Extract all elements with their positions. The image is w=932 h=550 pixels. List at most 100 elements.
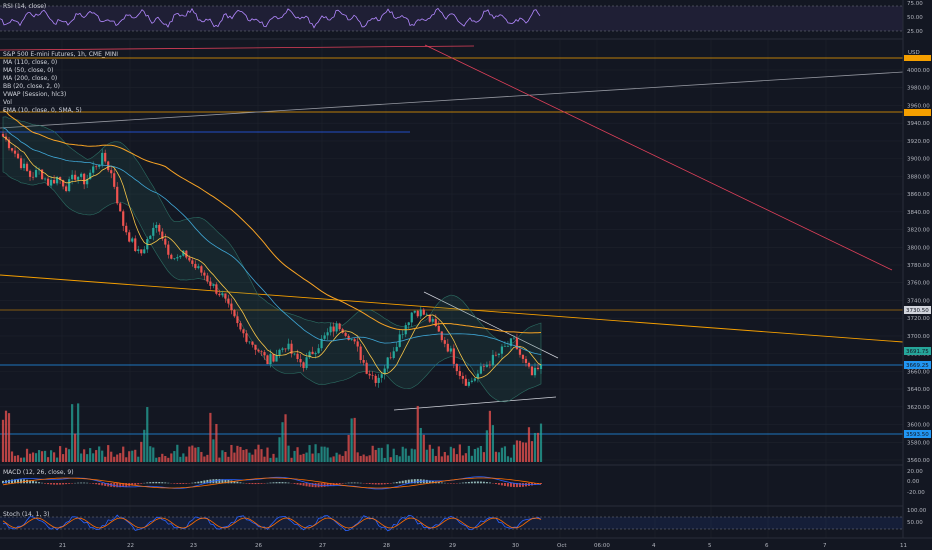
macd-signal-line — [2, 477, 542, 489]
indicator-ma110: MA (110, close, 0) — [3, 59, 57, 66]
candle-body — [22, 163, 26, 169]
volume-bar — [209, 412, 212, 462]
macd-hist-bar — [380, 483, 383, 485]
volume-bar — [242, 449, 245, 462]
macd-hist-bar — [509, 483, 512, 487]
macd-pane[interactable]: MACD (12, 26, close, 9) — [2, 469, 542, 490]
stoch-title: Stoch (14, 1, 3) — [3, 511, 49, 518]
candle-body — [440, 331, 443, 341]
candle-body — [230, 303, 233, 311]
volume-bar — [31, 452, 35, 462]
volume-bar — [83, 449, 86, 462]
price-tick-label: 3700.00 — [907, 334, 930, 340]
volume-bar — [43, 450, 47, 462]
volume-bar — [245, 449, 248, 462]
candle-body — [31, 176, 35, 178]
candle-body — [356, 341, 359, 347]
time-axis[interactable]: 21 22 23 26 27 28 29 30 Oct 06:00 4 5 6 7 11 — [0, 537, 932, 549]
candle-body — [533, 367, 537, 376]
candle-body — [413, 310, 416, 313]
stoch-pane[interactable]: Stoch (14, 1, 3) — [0, 511, 903, 532]
volume-bar — [152, 447, 155, 462]
candle-body — [476, 373, 479, 379]
volume-bar — [25, 448, 29, 462]
volume-bar — [398, 456, 401, 462]
red-diagonal-trend-line[interactable] — [424, 44, 893, 271]
channel-lower-line[interactable] — [393, 396, 557, 411]
macd-hist-bar — [215, 479, 218, 484]
macd-hist-bar — [464, 482, 467, 484]
volume-bar — [89, 448, 92, 462]
volume-bar — [341, 455, 344, 462]
candle-body — [320, 338, 323, 349]
candle-body — [344, 332, 347, 336]
macd-hist-bar — [482, 481, 485, 484]
volume-bar — [530, 441, 534, 462]
macd-hist-bar — [416, 479, 419, 484]
time-tick-label: 21 — [59, 543, 66, 549]
candle-body — [113, 173, 116, 187]
volume-bar — [110, 451, 113, 462]
volume-bar — [539, 423, 543, 462]
macd-hist-bar — [488, 482, 491, 484]
macd-hist-bar — [299, 483, 302, 486]
candle-body — [359, 346, 362, 360]
candle-body — [140, 249, 143, 254]
volume-bar — [131, 450, 134, 462]
macd-hist-bar — [485, 482, 488, 484]
volume-bar — [143, 429, 146, 462]
candle-body — [347, 335, 350, 340]
price-axis[interactable]: USD 4000.00 3980.00 3960.00 3940.00 3920.00 3… — [902, 0, 932, 550]
price-tag-1: 3730.50 — [904, 306, 931, 314]
volume-bar — [221, 450, 224, 462]
candle-body — [233, 310, 236, 317]
price-tick-label: 4000.00 — [907, 68, 930, 74]
macd-hist-bar — [140, 483, 143, 484]
macd-hist-bar — [233, 481, 236, 484]
volume-bar — [194, 447, 197, 462]
rsi-tick-label: 75.00 — [907, 1, 923, 7]
orange-diagonal-trend-line[interactable] — [0, 274, 904, 343]
candle-body — [137, 249, 140, 251]
macd-hist-bar — [512, 483, 515, 488]
candle-body — [389, 357, 392, 359]
price-pane[interactable]: S&P 500 E-mini Futures, 1h, CME_MINI MA … — [0, 44, 904, 462]
candle-body — [479, 366, 482, 374]
candle-body — [212, 284, 215, 286]
candle-body — [275, 355, 278, 362]
volume-bar — [344, 451, 347, 462]
macd-hist-bar — [440, 482, 443, 484]
macd-hist-bar — [329, 483, 332, 486]
volume-bar — [203, 456, 206, 462]
candle-body — [527, 362, 531, 367]
macd-hist-bar — [473, 481, 476, 484]
macd-hist-bar — [395, 482, 398, 484]
volume-bar — [386, 444, 389, 462]
stoch-k-line — [2, 514, 542, 532]
indicator-bb: BB (20, close, 2, 0) — [3, 83, 60, 90]
candle-body — [218, 293, 221, 296]
macd-hist-bar — [47, 483, 50, 485]
macd-histogram — [2, 479, 542, 488]
candle-body — [386, 357, 389, 369]
macd-hist-bar — [158, 482, 161, 484]
price-tag-3-text: 3669.25 — [906, 363, 929, 369]
candle-body — [374, 375, 377, 383]
volume-bar — [536, 432, 540, 462]
candle-body — [34, 170, 38, 178]
candle-body — [515, 337, 519, 350]
macd-hist-bar — [200, 481, 203, 484]
macd-hist-bar — [524, 483, 527, 487]
candle-body — [506, 346, 510, 347]
candle-body — [302, 362, 305, 369]
rsi-pane[interactable]: RSI (14, close) — [0, 3, 903, 32]
volume-bar — [380, 447, 383, 462]
candle-body — [530, 366, 534, 376]
gray-trend-line[interactable] — [0, 71, 904, 129]
price-tag-2: 3691.75 — [904, 347, 931, 355]
volume-bar — [314, 444, 317, 462]
volume-bar — [290, 457, 293, 462]
red-short-line[interactable] — [0, 45, 475, 51]
channel-upper-line[interactable] — [423, 291, 559, 359]
